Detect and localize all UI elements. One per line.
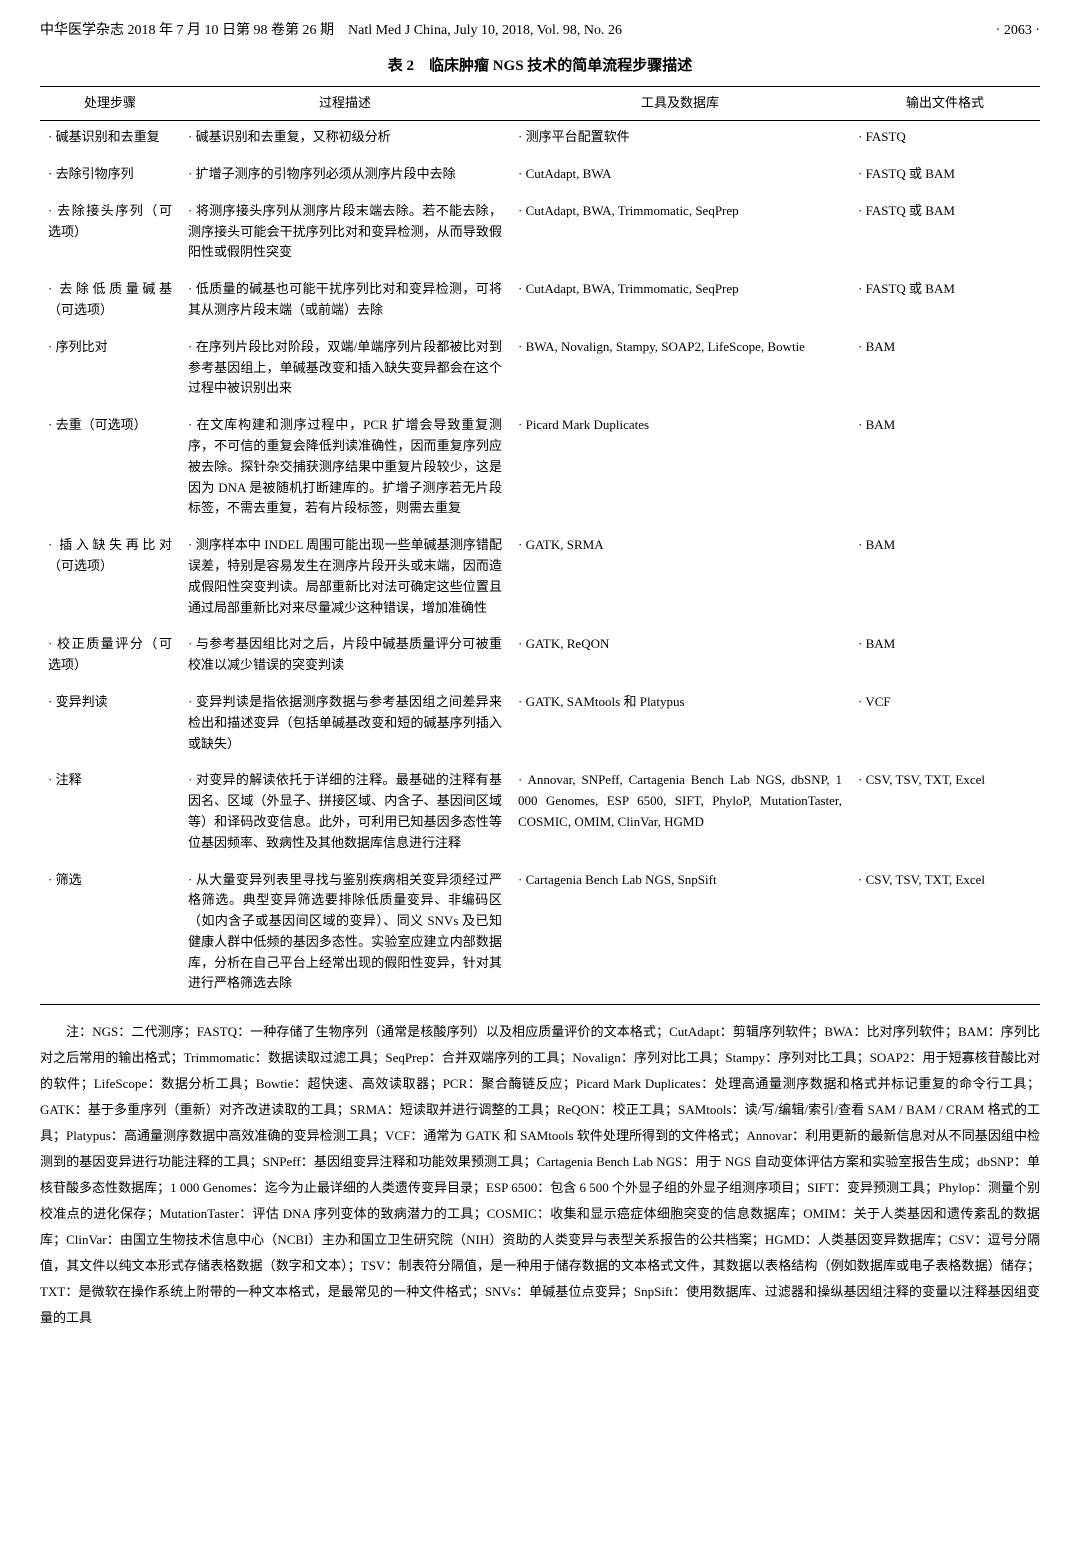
cell-step: 去重（可选项） [40, 409, 180, 529]
cell-desc: 与参考基因组比对之后，片段中碱基质量评分可被重校准以减少错误的突变判读 [180, 628, 510, 686]
cell-out: FASTQ 或 BAM [850, 158, 1040, 195]
cell-tool: Annovar, SNPeff, Cartagenia Bench Lab NG… [510, 764, 850, 863]
cell-tool: Picard Mark Duplicates [510, 409, 850, 529]
cell-desc: 对变异的解读依托于详细的注释。最基础的注释有基因名、区域（外显子、拼接区域、内含… [180, 764, 510, 863]
cell-tool: GATK, ReQON [510, 628, 850, 686]
table-row: 序列比对在序列片段比对阶段，双端/单端序列片段都被比对到参考基因组上，单碱基改变… [40, 331, 1040, 409]
cell-step: 序列比对 [40, 331, 180, 409]
cell-out: BAM [850, 529, 1040, 628]
table-note: 注：NGS：二代测序；FASTQ：一种存储了生物序列（通常是核酸序列）以及相应质… [40, 1019, 1040, 1331]
cell-out: CSV, TSV, TXT, Excel [850, 864, 1040, 1005]
cell-tool: GATK, SRMA [510, 529, 850, 628]
col-out: 输出文件格式 [850, 87, 1040, 121]
table-row: 去除低质量碱基（可选项）低质量的碱基也可能干扰序列比对和变异检测，可将其从测序片… [40, 273, 1040, 331]
cell-tool: CutAdapt, BWA, Trimmomatic, SeqPrep [510, 195, 850, 273]
cell-out: VCF [850, 686, 1040, 764]
cell-out: BAM [850, 409, 1040, 529]
header-left: 中华医学杂志 2018 年 7 月 10 日第 98 卷第 26 期 Natl … [40, 20, 622, 42]
cell-out: BAM [850, 331, 1040, 409]
cell-out: FASTQ 或 BAM [850, 195, 1040, 273]
cell-desc: 低质量的碱基也可能干扰序列比对和变异检测，可将其从测序片段末端（或前端）去除 [180, 273, 510, 331]
table-caption: 表 2 临床肿瘤 NGS 技术的简单流程步骤描述 [40, 54, 1040, 78]
header-right: · 2063 · [996, 20, 1040, 42]
cell-desc: 从大量变异列表里寻找与鉴别疾病相关变异须经过严格筛选。典型变异筛选要排除低质量变… [180, 864, 510, 1005]
cell-step: 筛选 [40, 864, 180, 1005]
col-desc: 过程描述 [180, 87, 510, 121]
cell-out: FASTQ 或 BAM [850, 273, 1040, 331]
cell-step: 碱基识别和去重复 [40, 121, 180, 158]
table-row: 去除引物序列扩增子测序的引物序列必须从测序片段中去除CutAdapt, BWAF… [40, 158, 1040, 195]
col-tool: 工具及数据库 [510, 87, 850, 121]
cell-step: 去除接头序列（可选项） [40, 195, 180, 273]
cell-desc: 扩增子测序的引物序列必须从测序片段中去除 [180, 158, 510, 195]
cell-tool: 测序平台配置软件 [510, 121, 850, 158]
cell-tool: Cartagenia Bench Lab NGS, SnpSift [510, 864, 850, 1005]
table-row: 碱基识别和去重复碱基识别和去重复，又称初级分析测序平台配置软件FASTQ [40, 121, 1040, 158]
col-step: 处理步骤 [40, 87, 180, 121]
cell-desc: 碱基识别和去重复，又称初级分析 [180, 121, 510, 158]
cell-step: 去除引物序列 [40, 158, 180, 195]
cell-tool: CutAdapt, BWA [510, 158, 850, 195]
table-row: 校正质量评分（可选项）与参考基因组比对之后，片段中碱基质量评分可被重校准以减少错… [40, 628, 1040, 686]
cell-desc: 变异判读是指依据测序数据与参考基因组之间差异来检出和描述变异（包括单碱基改变和短… [180, 686, 510, 764]
cell-step: 注释 [40, 764, 180, 863]
cell-desc: 将测序接头序列从测序片段末端去除。若不能去除，测序接头可能会干扰序列比对和变异检… [180, 195, 510, 273]
table-row: 去重（可选项）在文库构建和测序过程中，PCR 扩增会导致重复测序，不可信的重复会… [40, 409, 1040, 529]
table-row: 插入缺失再比对（可选项）测序样本中 INDEL 周围可能出现一些单碱基测序错配误… [40, 529, 1040, 628]
table-row: 去除接头序列（可选项）将测序接头序列从测序片段末端去除。若不能去除，测序接头可能… [40, 195, 1040, 273]
cell-step: 插入缺失再比对（可选项） [40, 529, 180, 628]
cell-desc: 在文库构建和测序过程中，PCR 扩增会导致重复测序，不可信的重复会降低判读准确性… [180, 409, 510, 529]
table-row: 筛选从大量变异列表里寻找与鉴别疾病相关变异须经过严格筛选。典型变异筛选要排除低质… [40, 864, 1040, 1005]
table-row: 变异判读变异判读是指依据测序数据与参考基因组之间差异来检出和描述变异（包括单碱基… [40, 686, 1040, 764]
table-row: 注释对变异的解读依托于详细的注释。最基础的注释有基因名、区域（外显子、拼接区域、… [40, 764, 1040, 863]
cell-out: BAM [850, 628, 1040, 686]
page-header: 中华医学杂志 2018 年 7 月 10 日第 98 卷第 26 期 Natl … [40, 20, 1040, 42]
cell-out: CSV, TSV, TXT, Excel [850, 764, 1040, 863]
cell-out: FASTQ [850, 121, 1040, 158]
cell-tool: CutAdapt, BWA, Trimmomatic, SeqPrep [510, 273, 850, 331]
cell-step: 变异判读 [40, 686, 180, 764]
cell-desc: 测序样本中 INDEL 周围可能出现一些单碱基测序错配误差，特别是容易发生在测序… [180, 529, 510, 628]
cell-step: 校正质量评分（可选项） [40, 628, 180, 686]
cell-tool: BWA, Novalign, Stampy, SOAP2, LifeScope,… [510, 331, 850, 409]
cell-desc: 在序列片段比对阶段，双端/单端序列片段都被比对到参考基因组上，单碱基改变和插入缺… [180, 331, 510, 409]
ngs-workflow-table: 处理步骤 过程描述 工具及数据库 输出文件格式 碱基识别和去重复碱基识别和去重复… [40, 86, 1040, 1005]
cell-step: 去除低质量碱基（可选项） [40, 273, 180, 331]
cell-tool: GATK, SAMtools 和 Platypus [510, 686, 850, 764]
